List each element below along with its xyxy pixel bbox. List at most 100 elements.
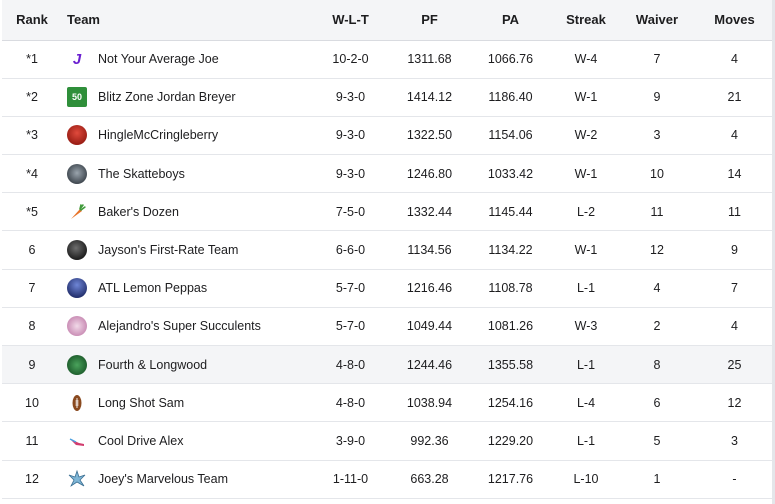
pf-cell: 1216.46 — [389, 269, 470, 308]
header-moves[interactable]: Moves — [693, 0, 775, 41]
logo-text: J — [72, 50, 82, 68]
team-name-link[interactable]: Long Shot Sam — [98, 395, 185, 410]
table-row[interactable]: *1 J Not Your Average Joe 10-2-0 1311.68 1066… — [2, 40, 775, 79]
header-pf[interactable]: PF — [389, 0, 470, 41]
table-row[interactable]: 9 Fourth & Longwood 4-8-0 1244.46 1355.58 L-1… — [2, 345, 775, 385]
shoe-icon[interactable] — [67, 431, 87, 451]
wlt-cell: 1-11-0 — [312, 460, 389, 499]
wlt-cell: 9-3-0 — [312, 116, 389, 156]
football-icon[interactable] — [67, 393, 87, 413]
table-row[interactable]: 8 Alejandro's Super Succulents 5-7-0 1049.4… — [2, 307, 775, 347]
table-row[interactable]: 7 ATL Lemon Peppas 5-7-0 1216.46 1108.78 L-1 4… — [2, 269, 775, 308]
pf-cell: 1134.56 — [389, 230, 470, 270]
team-cell: Cool Drive Alex — [62, 421, 312, 461]
wlt-cell: 5-7-0 — [312, 307, 389, 347]
wlt-cell: 9-3-0 — [312, 154, 389, 194]
team-name-link[interactable]: Fourth & Longwood — [98, 357, 208, 372]
moves-cell: 4 — [693, 307, 775, 347]
city-night-icon[interactable] — [67, 278, 87, 299]
streak-cell: L-2 — [551, 192, 621, 232]
team-cell: Alejandro's Super Succulents — [62, 307, 312, 347]
table-row[interactable]: *3 HingleMcCringleberry 9-3-0 1322.50 1154.0… — [2, 116, 775, 156]
team-name-link[interactable]: ATL Lemon Peppas — [98, 281, 208, 296]
team-name-link[interactable]: Joey's Marvelous Team — [98, 472, 228, 487]
red-avatar-icon[interactable] — [67, 125, 87, 146]
wlt-cell: 4-8-0 — [312, 345, 389, 385]
streak-cell: W-4 — [551, 40, 621, 79]
moves-cell: 12 — [693, 383, 775, 423]
rank-cell: 6 — [2, 230, 62, 270]
rank-cell: 12 — [2, 460, 62, 499]
standings-body: *1 J Not Your Average Joe 10-2-0 1311.68 1066… — [2, 40, 775, 499]
team-cell: Fourth & Longwood — [62, 345, 312, 385]
letter-j-icon[interactable]: J — [67, 49, 87, 69]
dark-avatar-icon[interactable] — [67, 240, 87, 261]
carrot-icon[interactable] — [67, 202, 87, 222]
moves-cell: 11 — [693, 192, 775, 232]
header-team[interactable]: Team — [62, 0, 312, 41]
succulent-icon[interactable] — [67, 316, 87, 337]
header-wlt[interactable]: W-L-T — [312, 0, 389, 41]
moves-cell: - — [693, 460, 775, 499]
pa-cell: 1154.06 — [470, 116, 551, 156]
team-name-link[interactable]: Cool Drive Alex — [98, 433, 184, 448]
wlt-cell: 9-3-0 — [312, 78, 389, 117]
rank-cell: *4 — [2, 154, 62, 194]
scrollbar-edge — [772, 0, 775, 504]
table-row[interactable]: *2 50 Blitz Zone Jordan Breyer 9-3-0 1414.12… — [2, 78, 775, 117]
pa-cell: 1081.26 — [470, 307, 551, 347]
team-name-link[interactable]: HingleMcCringleberry — [98, 128, 219, 143]
team-cell: The Skatteboys — [62, 154, 312, 194]
waiver-cell: 8 — [621, 345, 693, 385]
wlt-cell: 10-2-0 — [312, 40, 389, 79]
waiver-cell: 5 — [621, 421, 693, 461]
pa-cell: 1033.42 — [470, 154, 551, 194]
table-row[interactable]: 6 Jayson's First-Rate Team 6-6-0 1134.56 113… — [2, 230, 775, 270]
table-row[interactable]: 11 Cool Drive Alex 3-9-0 992.36 1229.20 L-1 5 3 — [2, 421, 775, 461]
pa-cell: 1108.78 — [470, 269, 551, 308]
team-name-link[interactable]: The Skatteboys — [98, 166, 185, 181]
header-pa[interactable]: PA — [470, 0, 551, 41]
pf-cell: 1311.68 — [389, 40, 470, 79]
streak-cell: L-4 — [551, 383, 621, 423]
header-waiver[interactable]: Waiver — [621, 0, 693, 41]
streak-cell: W-2 — [551, 116, 621, 156]
streak-cell: L-10 — [551, 460, 621, 499]
rank-cell: *3 — [2, 116, 62, 156]
50-badge-icon[interactable]: 50 — [67, 87, 87, 108]
team-name-link[interactable]: Baker's Dozen — [98, 204, 179, 219]
team-name-link[interactable]: Jayson's First-Rate Team — [98, 243, 239, 258]
spiky-star-icon[interactable] — [67, 469, 87, 489]
pf-cell: 1038.94 — [389, 383, 470, 423]
table-row[interactable]: *4 The Skatteboys 9-3-0 1246.80 1033.42 W-1 10… — [2, 154, 775, 194]
waiver-cell: 2 — [621, 307, 693, 347]
header-streak[interactable]: Streak — [551, 0, 621, 41]
team-name-link[interactable]: Blitz Zone Jordan Breyer — [98, 90, 236, 105]
green-crest-icon[interactable] — [67, 354, 87, 375]
waiver-cell: 7 — [621, 40, 693, 79]
header-rank[interactable]: Rank — [2, 0, 62, 41]
waiver-cell: 3 — [621, 116, 693, 156]
rank-cell: 10 — [2, 383, 62, 423]
streak-cell: W-1 — [551, 78, 621, 117]
table-row[interactable]: 10 Long Shot Sam 4-8-0 1038.94 1254.16 L-4 6 12 — [2, 383, 775, 423]
moves-cell: 21 — [693, 78, 775, 117]
wlt-cell: 7-5-0 — [312, 192, 389, 232]
table-row[interactable]: 12 Joey's Marvelous Team 1-11-0 663.28 1217.… — [2, 460, 775, 499]
rank-cell: *2 — [2, 78, 62, 117]
moves-cell: 14 — [693, 154, 775, 194]
pa-cell: 1066.76 — [470, 40, 551, 79]
logo-text: 50 — [71, 92, 82, 103]
streak-cell: L-1 — [551, 421, 621, 461]
pf-cell: 992.36 — [389, 421, 470, 461]
pa-cell: 1254.16 — [470, 383, 551, 423]
table-row[interactable]: *5 Baker's Dozen 7-5-0 1332.44 1145.44 L-2 11 1… — [2, 192, 775, 232]
wlt-cell: 6-6-0 — [312, 230, 389, 270]
team-name-link[interactable]: Alejandro's Super Succulents — [98, 319, 261, 334]
pf-cell: 1246.80 — [389, 154, 470, 194]
pf-cell: 1332.44 — [389, 192, 470, 232]
photo-avatar-icon[interactable] — [67, 163, 87, 184]
table-header-row: Rank Team W-L-T PF PA Streak Waiver Move… — [2, 0, 775, 41]
team-name-link[interactable]: Not Your Average Joe — [98, 52, 219, 67]
